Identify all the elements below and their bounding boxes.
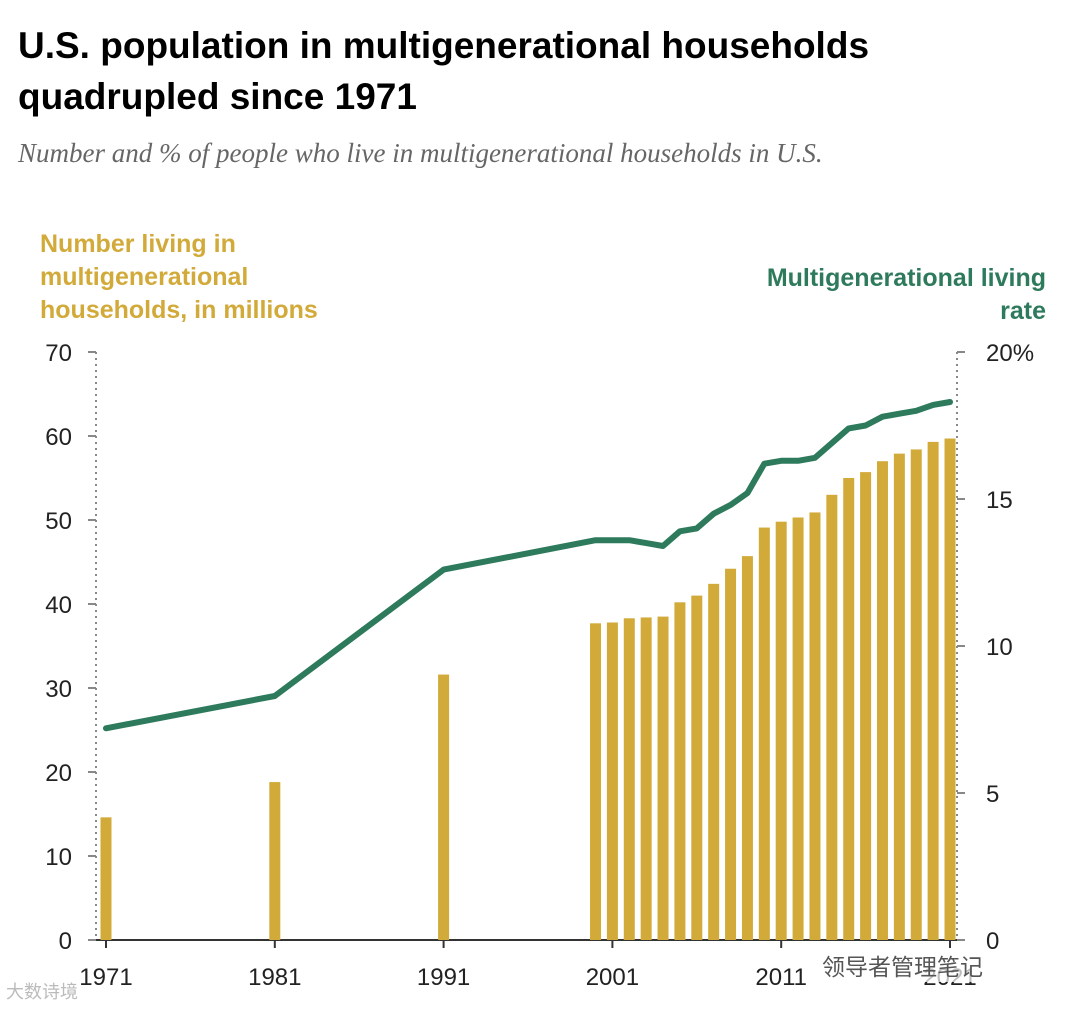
x-tick-label: 2011 (755, 964, 807, 991)
bar (826, 494, 838, 940)
left-tick-label: 10 (45, 844, 72, 871)
left-tick-label: 30 (45, 676, 72, 703)
rate-line (103, 399, 953, 732)
left-tick-label: 0 (59, 928, 72, 955)
bar (606, 622, 618, 940)
bar (691, 595, 703, 940)
bar (590, 623, 602, 940)
left-tick-label: 20 (45, 760, 72, 787)
x-tick-label: 1971 (79, 964, 132, 991)
bar (640, 617, 652, 940)
x-tick-label: 2001 (586, 964, 639, 991)
bar-series (100, 438, 956, 940)
bar (657, 616, 669, 940)
bar (269, 782, 281, 940)
right-axis-label: Multigenerational living rate (766, 264, 1046, 325)
chart-title: U.S. population in multigenerational hou… (18, 25, 870, 117)
bar (876, 461, 888, 940)
bar (725, 568, 737, 940)
right-tick-label: 20% (986, 340, 1034, 367)
bar (860, 472, 872, 940)
left-tick-label: 50 (45, 508, 72, 535)
x-tick-label: 1981 (248, 964, 301, 991)
watermark-left: 大数诗境 (6, 982, 78, 1002)
bar (775, 521, 787, 940)
bar (741, 556, 753, 940)
right-tick-label: 15 (986, 487, 1013, 514)
bar (674, 602, 686, 940)
bar (623, 618, 635, 940)
bar (758, 527, 770, 940)
chart-subtitle: Number and % of people who live in multi… (18, 138, 823, 168)
bar (100, 817, 112, 940)
bar (944, 438, 956, 940)
right-tick-label: 10 (986, 634, 1013, 661)
left-axis-label: Number living in multigenerational house… (40, 230, 318, 324)
watermark-right: 领导者管理笔记 (818, 948, 987, 982)
right-axis-ticks: 0 5 10 15 20% (957, 340, 1034, 955)
left-tick-label: 70 (45, 340, 72, 367)
bar (792, 517, 804, 940)
bar (910, 449, 922, 940)
bar (893, 453, 905, 940)
right-tick-label: 5 (986, 781, 999, 808)
bar (708, 583, 720, 940)
left-tick-label: 60 (45, 424, 72, 451)
bar (809, 512, 821, 940)
left-tick-label: 40 (45, 592, 72, 619)
bar (438, 674, 450, 940)
x-tick-label: 1991 (417, 964, 470, 991)
left-axis-ticks: 0 10 20 30 40 50 60 70 (45, 340, 96, 955)
right-tick-label: 0 (986, 928, 999, 955)
bar (927, 441, 939, 940)
bar (843, 478, 855, 940)
